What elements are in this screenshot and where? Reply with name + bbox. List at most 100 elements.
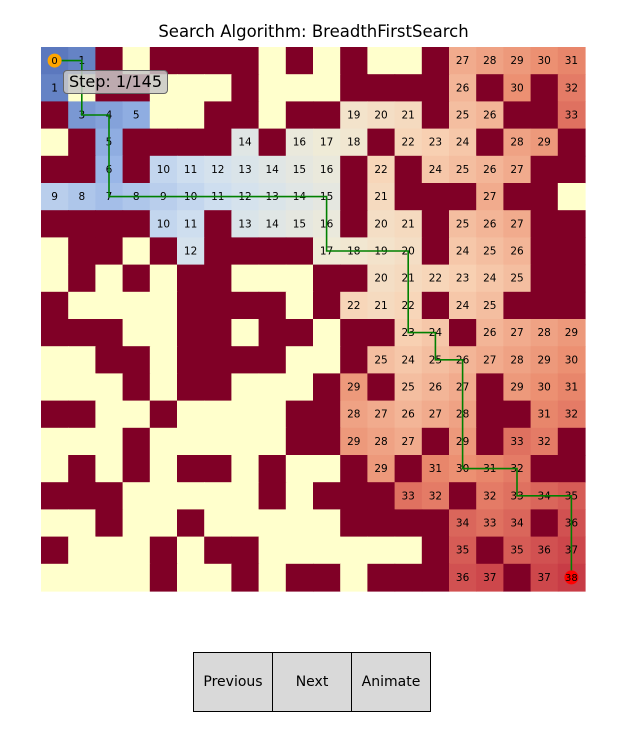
wall-cell	[530, 155, 559, 184]
grid-cell	[41, 237, 69, 266]
animate-button[interactable]: Animate	[351, 652, 431, 712]
grid-cell	[367, 183, 396, 211]
cell-cost-label: 20	[374, 273, 387, 285]
grid-cell	[449, 264, 477, 293]
grid-cell	[530, 373, 559, 402]
grid-cell	[449, 237, 477, 266]
grid-cell	[177, 74, 205, 102]
cell-cost-label: 31	[565, 382, 578, 394]
grid-cell	[95, 536, 124, 565]
wall-cell	[68, 210, 96, 238]
cell-cost-label: 27	[374, 409, 387, 421]
grid-cell	[557, 346, 586, 374]
cell-cost-label: 15	[293, 218, 306, 230]
wall-cell	[340, 74, 368, 102]
cell-cost-label: 25	[483, 246, 496, 258]
grid-cell	[367, 155, 396, 184]
cell-cost-label: 11	[184, 164, 197, 176]
grid-cell	[530, 47, 559, 75]
wall-cell	[367, 509, 396, 538]
wall-cell	[122, 128, 151, 157]
grid-cell	[530, 536, 559, 565]
wall-cell	[122, 210, 151, 238]
cell-cost-label: 32	[565, 409, 578, 421]
grid-cell	[394, 47, 423, 75]
grid-cell	[177, 237, 205, 266]
grid-cell	[95, 264, 124, 293]
grid-cell	[313, 74, 341, 102]
wall-cell	[340, 183, 368, 211]
wall-cell	[367, 563, 396, 592]
wall-cell	[530, 237, 559, 266]
grid-cell	[285, 128, 314, 157]
cell-cost-label: 23	[429, 137, 442, 149]
grid-cell	[149, 210, 178, 238]
wall-cell	[367, 373, 396, 402]
wall-cell	[449, 183, 477, 211]
wall-cell	[41, 291, 69, 320]
grid-cell	[258, 101, 287, 130]
wall-cell	[204, 237, 232, 266]
cell-cost-label: 16	[320, 164, 334, 176]
wall-cell	[394, 183, 423, 211]
grid-cell	[231, 128, 260, 157]
wall-cell	[177, 264, 205, 293]
grid-cell	[394, 210, 423, 238]
previous-button[interactable]: Previous	[193, 652, 273, 712]
wall-cell	[394, 455, 423, 483]
wall-cell	[231, 237, 260, 266]
wall-cell	[177, 291, 205, 320]
grid-cell	[394, 101, 423, 130]
cell-cost-label: 26	[429, 382, 443, 394]
cell-cost-label: 29	[538, 137, 551, 149]
grid-cell	[285, 373, 314, 402]
grid-cell	[285, 74, 314, 102]
page-title: Search Algorithm: BreadthFirstSearch	[158, 22, 469, 41]
grid-cell	[285, 291, 314, 320]
wall-cell	[41, 155, 69, 184]
wall-cell	[313, 400, 341, 429]
wall-cell	[313, 563, 341, 592]
grid-cell	[476, 291, 504, 320]
wall-cell	[285, 563, 314, 592]
wall-cell	[557, 291, 586, 320]
grid-cell	[503, 128, 532, 157]
grid-cell	[476, 264, 504, 293]
grid-cell	[421, 128, 450, 157]
cell-cost-label: 30	[565, 354, 578, 366]
wall-cell	[41, 482, 69, 510]
next-button[interactable]: Next	[272, 652, 352, 712]
wall-cell	[421, 237, 450, 266]
wall-cell	[122, 155, 151, 184]
grid-cell	[530, 563, 559, 592]
wall-cell	[95, 319, 124, 347]
grid-cell	[41, 346, 69, 374]
cell-cost-label: 27	[483, 354, 496, 366]
wall-cell	[68, 155, 96, 184]
cell-cost-label: 26	[402, 409, 416, 421]
grid-cell	[421, 155, 450, 184]
grid-cell	[557, 74, 586, 102]
cell-cost-label: 5	[133, 110, 140, 122]
grid-cell	[313, 455, 341, 483]
grid-cell	[285, 264, 314, 293]
wall-cell	[258, 346, 287, 374]
grid-cell	[177, 482, 205, 510]
grid-cell	[122, 291, 151, 320]
cell-cost-label: 29	[538, 354, 551, 366]
cell-cost-label: 29	[565, 327, 578, 339]
grid-cell	[258, 400, 287, 429]
grid-cell	[449, 509, 477, 538]
grid-cell	[149, 482, 178, 510]
wall-cell	[285, 47, 314, 75]
cell-cost-label: 29	[347, 436, 360, 448]
grid-cell	[340, 373, 368, 402]
cell-cost-label: 27	[510, 164, 523, 176]
grid-cell	[503, 346, 532, 374]
start-label: 0	[51, 56, 57, 67]
wall-cell	[476, 536, 504, 565]
cell-cost-label: 30	[510, 82, 523, 94]
cell-cost-label: 22	[374, 164, 387, 176]
wall-cell	[530, 264, 559, 293]
